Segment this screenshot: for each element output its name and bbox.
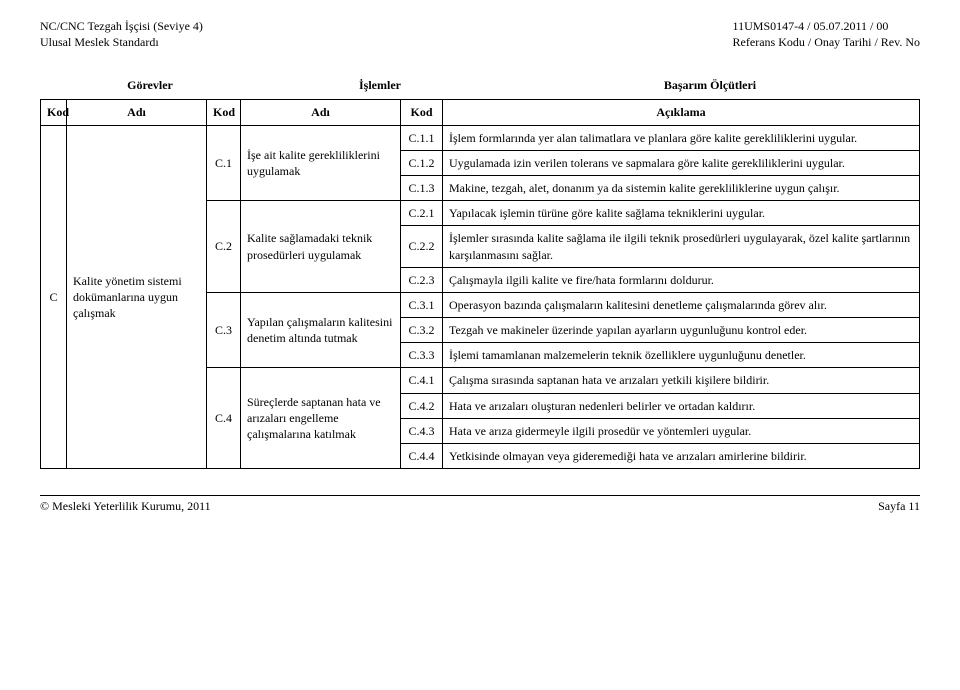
olcut-aciklama: İşlemi tamamlanan malzemelerin teknik öz… — [443, 343, 920, 368]
doc-ref-label: Referans Kodu / Onay Tarihi / Rev. No — [733, 34, 920, 50]
olcut-kod: C.4.4 — [401, 444, 443, 469]
olcut-aciklama: Uygulamada izin verilen tolerans ve sapm… — [443, 150, 920, 175]
footer-copyright: © Mesleki Yeterlilik Kurumu, 2011 — [40, 499, 211, 514]
islem-kod: C.4 — [207, 368, 241, 469]
th-kod: Kod — [207, 100, 241, 125]
gorev-kod: C — [41, 125, 67, 469]
islem-adi: Kalite sağlamadaki teknik prosedürleri u… — [241, 201, 401, 293]
olcut-aciklama: Hata ve arızaları oluşturan nedenleri be… — [443, 393, 920, 418]
page-header: NC/CNC Tezgah İşçisi (Seviye 4) Ulusal M… — [40, 18, 920, 50]
olcut-kod: C.3.1 — [401, 292, 443, 317]
criteria-table: Kod Adı Kod Adı Kod Açıklama C Kalite yö… — [40, 99, 920, 469]
th-kod: Kod — [401, 100, 443, 125]
olcut-aciklama: Yetkisinde olmayan veya gideremediği hat… — [443, 444, 920, 469]
olcut-kod: C.3.2 — [401, 318, 443, 343]
islem-kod: C.3 — [207, 292, 241, 368]
th-aciklama: Açıklama — [443, 100, 920, 125]
olcut-aciklama: Hata ve arıza gidermeyle ilgili prosedür… — [443, 418, 920, 443]
olcut-aciklama: İşlemler sırasında kalite sağlama ile il… — [443, 226, 920, 267]
islem-adi: Yapılan çalışmaların kalitesini denetim … — [241, 292, 401, 368]
gorev-adi: Kalite yönetim sistemi dokümanlarına uyg… — [67, 125, 207, 469]
th-adi: Adı — [67, 100, 207, 125]
doc-ref-code: 11UMS0147-4 / 05.07.2011 / 00 — [733, 18, 920, 34]
olcut-kod: C.1.1 — [401, 125, 443, 150]
olcut-aciklama: Yapılacak işlemin türüne göre kalite sağ… — [443, 201, 920, 226]
olcut-aciklama: Çalışma sırasında saptanan hata ve arıza… — [443, 368, 920, 393]
olcut-kod: C.2.1 — [401, 201, 443, 226]
olcut-kod: C.2.3 — [401, 267, 443, 292]
olcut-aciklama: Tezgah ve makineler üzerinde yapılan aya… — [443, 318, 920, 343]
header-right: 11UMS0147-4 / 05.07.2011 / 00 Referans K… — [733, 18, 920, 50]
olcut-kod: C.3.3 — [401, 343, 443, 368]
page: NC/CNC Tezgah İşçisi (Seviye 4) Ulusal M… — [20, 0, 940, 526]
islem-kod: C.2 — [207, 201, 241, 293]
olcut-kod: C.2.2 — [401, 226, 443, 267]
th-kod: Kod — [41, 100, 67, 125]
olcut-aciklama: Operasyon bazında çalışmaların kalitesin… — [443, 292, 920, 317]
olcut-kod: C.1.3 — [401, 175, 443, 200]
table-header-row: Kod Adı Kod Adı Kod Açıklama — [41, 100, 920, 125]
header-left: NC/CNC Tezgah İşçisi (Seviye 4) Ulusal M… — [40, 18, 203, 50]
doc-title: NC/CNC Tezgah İşçisi (Seviye 4) — [40, 18, 203, 34]
footer-page-number: Sayfa 11 — [878, 499, 920, 514]
page-footer: © Mesleki Yeterlilik Kurumu, 2011 Sayfa … — [40, 495, 920, 514]
olcut-aciklama: İşlem formlarında yer alan talimatlara v… — [443, 125, 920, 150]
olcut-kod: C.1.2 — [401, 150, 443, 175]
section-headers: Görevler İşlemler Başarım Ölçütleri — [40, 78, 920, 93]
table-row: C Kalite yönetim sistemi dokümanlarına u… — [41, 125, 920, 150]
section-islemler: İşlemler — [260, 78, 500, 93]
islem-adi: İşe ait kalite gerekliliklerini uygulama… — [241, 125, 401, 201]
islem-kod: C.1 — [207, 125, 241, 201]
olcut-aciklama: Çalışmayla ilgili kalite ve fire/hata fo… — [443, 267, 920, 292]
section-basarim: Başarım Ölçütleri — [500, 78, 920, 93]
section-gorevler: Görevler — [40, 78, 260, 93]
islem-adi: Süreçlerde saptanan hata ve arızaları en… — [241, 368, 401, 469]
olcut-kod: C.4.1 — [401, 368, 443, 393]
doc-subtitle: Ulusal Meslek Standardı — [40, 34, 203, 50]
olcut-kod: C.4.3 — [401, 418, 443, 443]
olcut-kod: C.4.2 — [401, 393, 443, 418]
th-adi: Adı — [241, 100, 401, 125]
olcut-aciklama: Makine, tezgah, alet, donanım ya da sist… — [443, 175, 920, 200]
